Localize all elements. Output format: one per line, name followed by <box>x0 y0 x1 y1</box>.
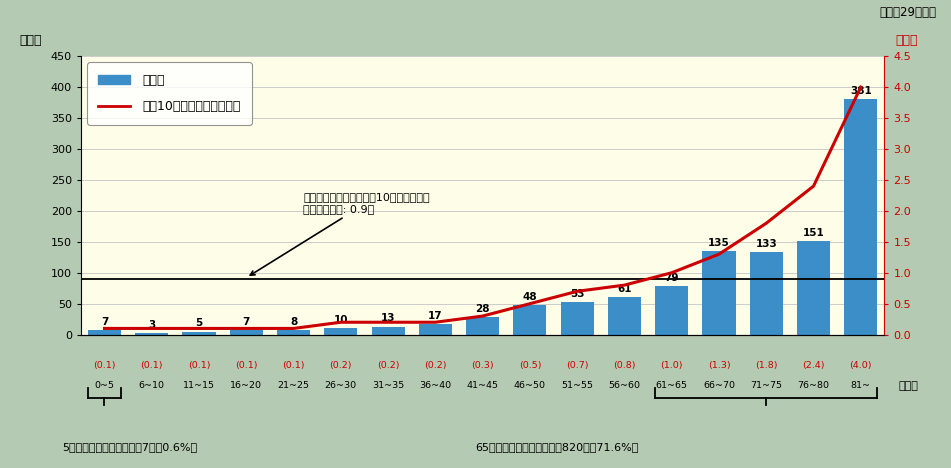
Bar <box>135 333 168 335</box>
Text: (2.4): (2.4) <box>803 361 825 370</box>
Text: 16~20: 16~20 <box>230 380 262 389</box>
Text: 21~25: 21~25 <box>278 380 310 389</box>
Text: (1.0): (1.0) <box>660 361 683 370</box>
Bar <box>324 329 358 335</box>
Text: 41~45: 41~45 <box>467 380 498 389</box>
Text: (0.5): (0.5) <box>518 361 541 370</box>
Text: (1.3): (1.3) <box>708 361 730 370</box>
Text: （歳）: （歳） <box>899 380 919 391</box>
Text: （平成29年中）: （平成29年中） <box>880 6 937 19</box>
Text: 151: 151 <box>803 228 825 238</box>
Text: (0.2): (0.2) <box>424 361 447 370</box>
Text: 11~15: 11~15 <box>183 380 215 389</box>
Text: (0.8): (0.8) <box>613 361 635 370</box>
Text: 10: 10 <box>334 315 348 325</box>
Text: 0~5: 0~5 <box>94 380 114 389</box>
Text: 36~40: 36~40 <box>419 380 452 389</box>
Bar <box>418 324 452 335</box>
Text: 5: 5 <box>195 318 203 329</box>
Bar <box>87 330 121 335</box>
Text: （人）: （人） <box>19 34 42 47</box>
Text: (4.0): (4.0) <box>849 361 872 370</box>
Text: 61: 61 <box>617 284 631 294</box>
Text: 76~80: 76~80 <box>798 380 829 389</box>
Text: 26~30: 26~30 <box>324 380 357 389</box>
Text: (0.1): (0.1) <box>187 361 210 370</box>
Text: 全年齢階層における人口10万人当たりの
死者数の平均: 0.9人: 全年齢階層における人口10万人当たりの 死者数の平均: 0.9人 <box>250 192 430 275</box>
Text: 3: 3 <box>148 320 155 329</box>
Text: 79: 79 <box>665 273 679 283</box>
Text: 31~35: 31~35 <box>372 380 404 389</box>
Bar <box>561 302 593 335</box>
Bar <box>372 327 404 335</box>
Text: 28: 28 <box>476 304 490 314</box>
Text: 6~10: 6~10 <box>139 380 165 389</box>
Text: 13: 13 <box>380 314 396 323</box>
Text: 8: 8 <box>290 316 297 327</box>
Bar <box>703 251 735 335</box>
Text: 65歳以上の高齢者の死者数820人（71.6%）: 65歳以上の高齢者の死者数820人（71.6%） <box>476 442 639 452</box>
Bar <box>466 317 499 335</box>
Text: 7: 7 <box>101 317 108 327</box>
Legend: 死者数, 人口10万人当たりの死者数: 死者数, 人口10万人当たりの死者数 <box>87 62 252 124</box>
Text: (0.2): (0.2) <box>377 361 399 370</box>
Bar <box>183 331 216 335</box>
Text: 61~65: 61~65 <box>655 380 688 389</box>
Text: 5歳以下の乳幼児の死者攀7人（0.6%）: 5歳以下の乳幼児の死者攀7人（0.6%） <box>62 442 197 452</box>
Text: (1.8): (1.8) <box>755 361 778 370</box>
Bar <box>749 252 783 335</box>
Text: 71~75: 71~75 <box>750 380 783 389</box>
Text: 81~: 81~ <box>851 380 871 389</box>
Text: (0.1): (0.1) <box>141 361 163 370</box>
Text: 56~60: 56~60 <box>609 380 640 389</box>
Text: (0.1): (0.1) <box>282 361 305 370</box>
Bar <box>514 305 547 335</box>
Bar <box>844 99 878 335</box>
Text: 66~70: 66~70 <box>703 380 735 389</box>
Text: 135: 135 <box>708 238 729 248</box>
Bar <box>797 241 830 335</box>
Text: 381: 381 <box>850 86 872 96</box>
Text: 46~50: 46~50 <box>514 380 546 389</box>
Text: (0.7): (0.7) <box>566 361 589 370</box>
Text: (0.2): (0.2) <box>330 361 352 370</box>
Text: (0.3): (0.3) <box>472 361 494 370</box>
Text: 53: 53 <box>570 289 585 299</box>
Text: 17: 17 <box>428 311 442 321</box>
Text: 51~55: 51~55 <box>561 380 593 389</box>
Text: (0.1): (0.1) <box>93 361 116 370</box>
Bar <box>230 330 262 335</box>
Bar <box>277 329 310 335</box>
Bar <box>608 297 641 335</box>
Text: 7: 7 <box>243 317 250 327</box>
Text: 48: 48 <box>523 292 537 302</box>
Bar <box>655 286 689 335</box>
Text: （人）: （人） <box>896 34 919 47</box>
Text: (0.1): (0.1) <box>235 361 258 370</box>
Text: 133: 133 <box>755 239 777 249</box>
